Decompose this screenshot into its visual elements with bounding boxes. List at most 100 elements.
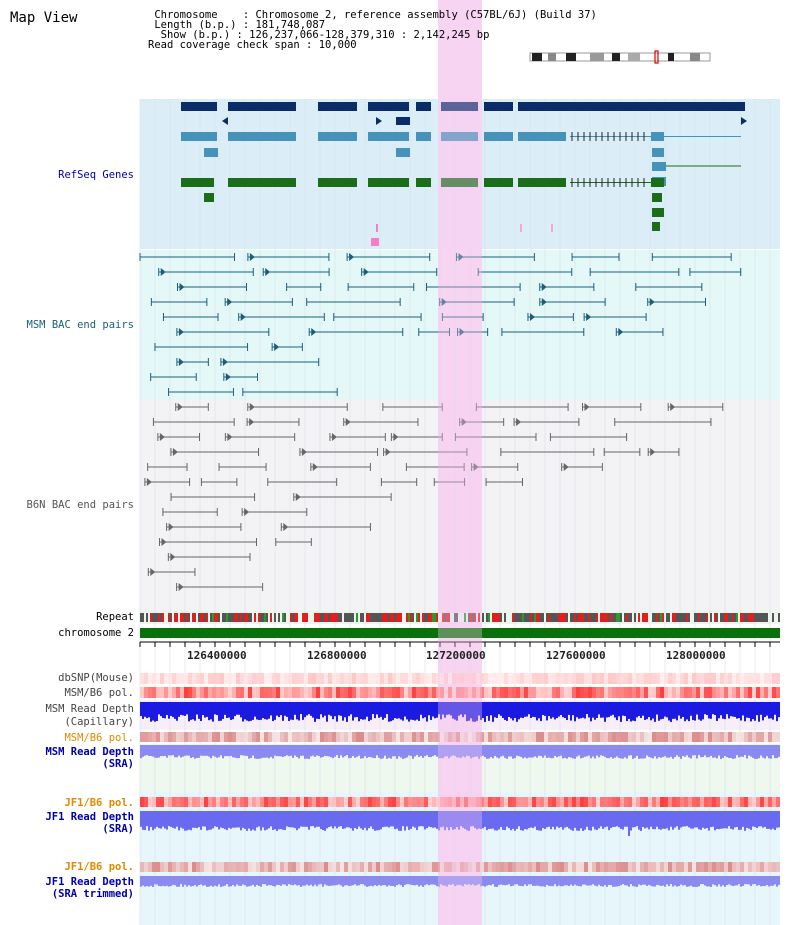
jf1-trimmed-depth-bar <box>442 876 444 886</box>
repeat-element <box>440 613 442 622</box>
repeat-element <box>764 613 766 622</box>
capillary-depth-bar <box>146 702 148 719</box>
capillary-depth-bar <box>412 702 414 720</box>
repeat-element <box>708 613 710 622</box>
jf1-trimmed-depth-bar <box>346 876 348 886</box>
jf1-depth-bar <box>498 811 500 830</box>
jf1-pol-2-cell <box>412 862 416 872</box>
capillary-depth-bar <box>474 702 476 722</box>
repeat-element <box>664 613 666 622</box>
jf1-pol-2-cell <box>680 862 684 872</box>
jf1-pol-2-cell <box>524 862 528 872</box>
b6n-bac-label[interactable]: B6N BAC end pairs <box>26 499 134 511</box>
refseq-label[interactable]: RefSeq Genes <box>58 169 134 181</box>
capillary-depth-bar <box>612 702 614 715</box>
jf1-pol-cell <box>388 797 392 807</box>
capillary-depth-bar <box>568 702 570 715</box>
jf1-pol-cell <box>720 797 724 807</box>
jf1-depth-bar <box>776 811 778 828</box>
jf1-pol-cell <box>684 797 688 807</box>
jf1-depth-bar <box>352 811 354 831</box>
jf1-trimmed-depth-bar <box>246 876 248 887</box>
dbsnp-cell <box>580 673 584 684</box>
msm-sra-depth-bar <box>516 745 518 756</box>
capillary-depth-bar <box>260 702 262 720</box>
jf1-pol-cell <box>392 797 396 807</box>
repeat-element <box>302 613 304 622</box>
repeat-element <box>640 613 642 622</box>
repeat-element <box>346 613 348 622</box>
capillary-depth-bar <box>758 702 760 722</box>
dbsnp-cell <box>396 673 400 684</box>
msm-b6-pol-cell <box>252 687 256 698</box>
repeat-element <box>430 613 432 622</box>
jf1-pol-cell <box>452 797 456 807</box>
jf1-trimmed-depth-bar <box>162 876 164 886</box>
repeat-element <box>506 613 508 622</box>
capillary-depth-bar <box>494 702 496 718</box>
jf1-depth-bar <box>388 811 390 828</box>
jf1-pol-cell <box>312 797 316 807</box>
selection-highlight[interactable] <box>438 0 482 925</box>
jf1-depth-bar <box>540 811 542 831</box>
msm-sra-depth-bar <box>146 745 148 756</box>
msm-b6-pol-cell <box>192 687 196 698</box>
jf1-trimmed-depth-bar <box>410 876 412 885</box>
repeat-element <box>394 613 396 622</box>
jf1-trimmed-depth-bar <box>336 876 338 886</box>
msm-sra-depth-bar <box>334 745 336 757</box>
jf1-trimmed-depth-bar <box>358 876 360 886</box>
capillary-depth-bar <box>704 702 706 715</box>
msm-b6-pol-cell <box>544 687 548 698</box>
capillary-depth-bar <box>268 702 270 719</box>
msm-b6-pol-2-cell <box>204 732 208 742</box>
jf1-depth-bar <box>360 811 362 829</box>
msm-b6-pol-cell <box>140 687 144 698</box>
jf1-trimmed-depth-bar <box>514 876 516 885</box>
msm-b6-pol-cell <box>392 687 396 698</box>
msm-b6-pol-2-cell <box>760 732 764 742</box>
b6n-bac-arrow <box>461 418 467 426</box>
msm-b6-pol-2-cell <box>256 732 260 742</box>
jf1-trimmed-depth-bar <box>256 876 258 885</box>
dbsnp-cell <box>384 673 388 684</box>
msm-b6-pol-2-cell <box>212 732 216 742</box>
jf1-trimmed-depth-bar <box>450 876 452 885</box>
msm-bac-arrow <box>349 253 355 261</box>
jf1-trimmed-depth-bar <box>240 876 242 886</box>
jf1-pol-cell <box>464 797 468 807</box>
jf1-trimmed-depth-bar <box>218 876 220 885</box>
jf1-trimmed-depth-bar <box>330 876 332 886</box>
jf1-pol-cell <box>548 797 552 807</box>
dbsnp-cell <box>324 673 328 684</box>
b6n-bac-arrow <box>283 523 289 531</box>
repeat-element <box>630 613 632 622</box>
jf1-depth-bar <box>578 811 580 831</box>
jf1-pol-cell <box>656 797 660 807</box>
jf1-depth-bar <box>200 811 202 830</box>
capillary-depth-bar <box>608 702 610 718</box>
jf1-trimmed-depth-bar <box>186 876 188 887</box>
jf1-depth-bar <box>224 811 226 830</box>
msm-bac-label[interactable]: MSM BAC end pairs <box>26 319 134 331</box>
dbsnp-cell <box>628 673 632 684</box>
repeat-element <box>436 613 438 622</box>
msm-sra-depth-bar <box>632 745 634 759</box>
capillary-depth-bar <box>362 702 364 720</box>
msm-b6-pol-2-cell <box>428 732 432 742</box>
jf1-trimmed-depth-bar <box>364 876 366 886</box>
jf1-depth-bar <box>628 811 630 837</box>
msm-b6-pol-cell <box>556 687 560 698</box>
jf1-trimmed-depth-bar <box>650 876 652 886</box>
jf1-pol-cell <box>152 797 156 807</box>
repeat-element <box>156 613 158 622</box>
jf1-depth-bar <box>740 811 742 830</box>
repeat-element <box>384 613 386 622</box>
b6n-bac-arrow <box>345 418 351 426</box>
jf1-trimmed-depth-bar <box>738 876 740 885</box>
jf1-trimmed-depth-bar <box>236 876 238 885</box>
refseq-gene-exon <box>652 193 662 202</box>
repeat-element <box>732 613 734 622</box>
jf1-trimmed-depth-bar <box>750 876 752 887</box>
